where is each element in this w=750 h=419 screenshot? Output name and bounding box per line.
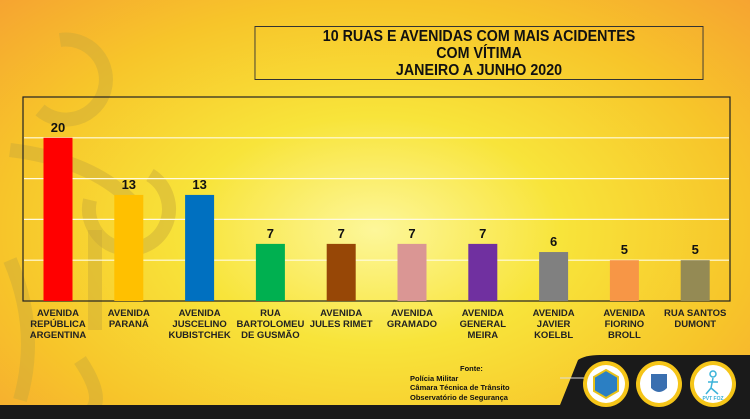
data-label: 6 [550,234,557,249]
pvt-foz-logo: PVT FOZ [690,361,736,407]
bar [680,260,710,301]
data-label: 20 [51,120,65,135]
category-label: AVENIDA [320,308,362,319]
category-label: JUSCELINO [172,319,226,330]
category-label: KOELBL [534,330,573,341]
plot-area [22,96,731,302]
source-line: Câmara Técnica de Trânsito [410,383,510,392]
bar [43,137,73,301]
category-label: AVENIDA [108,308,150,319]
category-label: FIORINO [605,319,645,330]
source-note: Fonte: Polícia Militar Câmara Técnica de… [410,364,510,402]
category-label: MEIRA [467,330,498,341]
bar [609,260,639,301]
bar [255,243,285,301]
category-labels: AVENIDAREPÚBLICAARGENTINAAVENIDAPARANÁAV… [30,308,727,341]
category-label: JULES RIMET [310,319,373,330]
category-label: ARGENTINA [30,330,87,341]
municipal-coat-of-arms-logo [636,361,682,407]
category-label: AVENIDA [391,308,433,319]
title-line-3: JANEIRO A JUNHO 2020 [395,62,563,79]
bar [185,194,215,301]
data-label: 7 [408,226,415,241]
observatorio-logo [583,361,629,407]
data-label: 7 [267,226,274,241]
category-label: AVENIDA [462,308,504,319]
data-label: 7 [479,226,486,241]
category-label: DUMONT [674,319,716,330]
category-label: RUA SANTOS [664,308,726,319]
data-label: 13 [122,177,136,192]
bar [114,194,144,301]
category-label: DE GUSMÃO [241,330,300,341]
title-line-2: COM VÍTIMA [436,45,522,62]
data-label: 5 [692,242,699,257]
category-label: AVENIDA [179,308,221,319]
category-label: AVENIDA [533,308,575,319]
category-label: JAVIER [537,319,571,330]
source-line: Observatório de Segurança [410,392,508,402]
category-label: GRAMADO [387,319,437,330]
background-decoration [3,32,176,419]
category-label: KUBISTCHEK [168,330,230,341]
bar [468,243,498,301]
source-heading: Fonte: [460,364,483,373]
bar [326,243,356,301]
category-label: BROLL [608,330,641,341]
category-label: AVENIDA [603,308,645,319]
bar [539,252,569,301]
source-line: Polícia Militar [410,373,459,383]
bars: 20 13 13 7 7 7 7 6 5 5 [43,120,710,301]
bar [397,243,427,301]
data-label: 7 [338,226,345,241]
title-line-1: 10 RUAS E AVENIDAS COM MAIS ACIDENTES [322,28,636,45]
category-label: BARTOLOMEU [236,319,304,330]
category-label: PARANÁ [109,319,149,330]
data-label: 13 [192,177,206,192]
category-label: GENERAL [460,319,507,330]
data-label: 5 [621,242,628,257]
pvt-foz-label: PVT FOZ [702,396,723,402]
category-label: AVENIDA [37,308,79,319]
chart-title: 10 RUAS E AVENIDAS COM MAIS ACIDENTES CO… [254,26,704,80]
category-label: RUA [260,308,281,319]
category-label: REPÚBLICA [30,318,86,330]
